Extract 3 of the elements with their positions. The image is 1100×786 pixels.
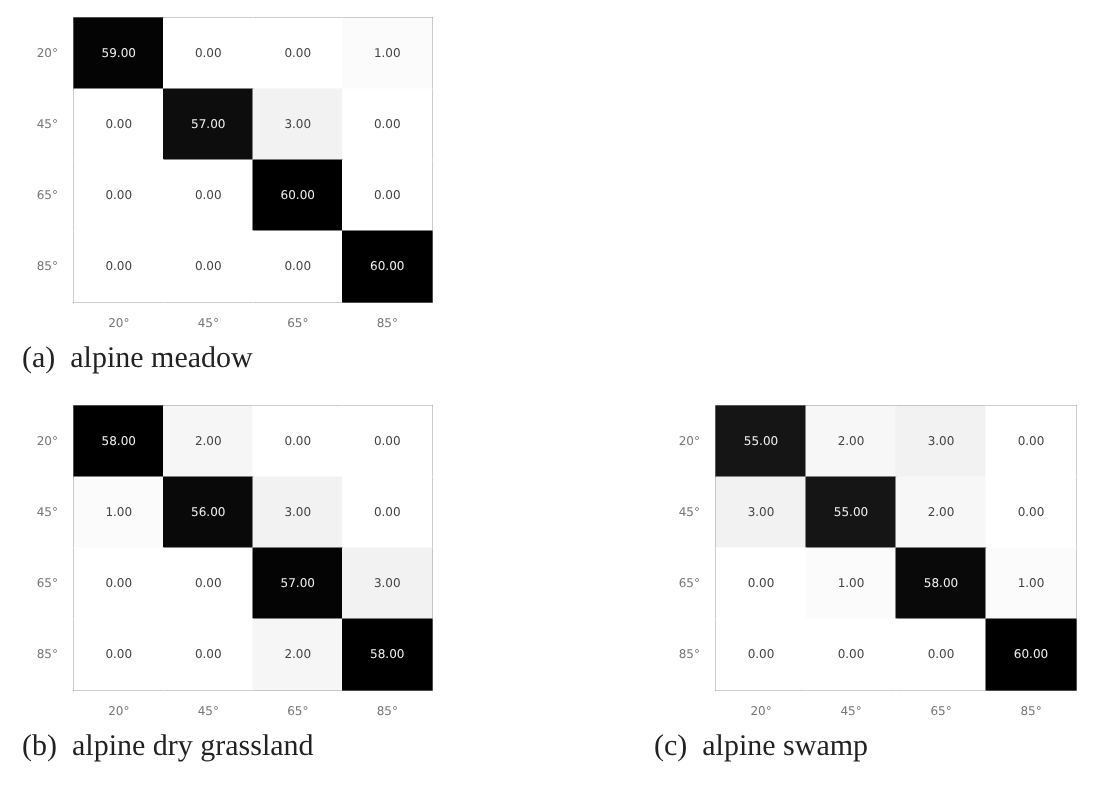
text: (a) alpine meadow (22, 343, 254, 375)
text: (c) alpine swamp (654, 731, 869, 763)
text: (b) alpine dry grassland (22, 731, 315, 763)
